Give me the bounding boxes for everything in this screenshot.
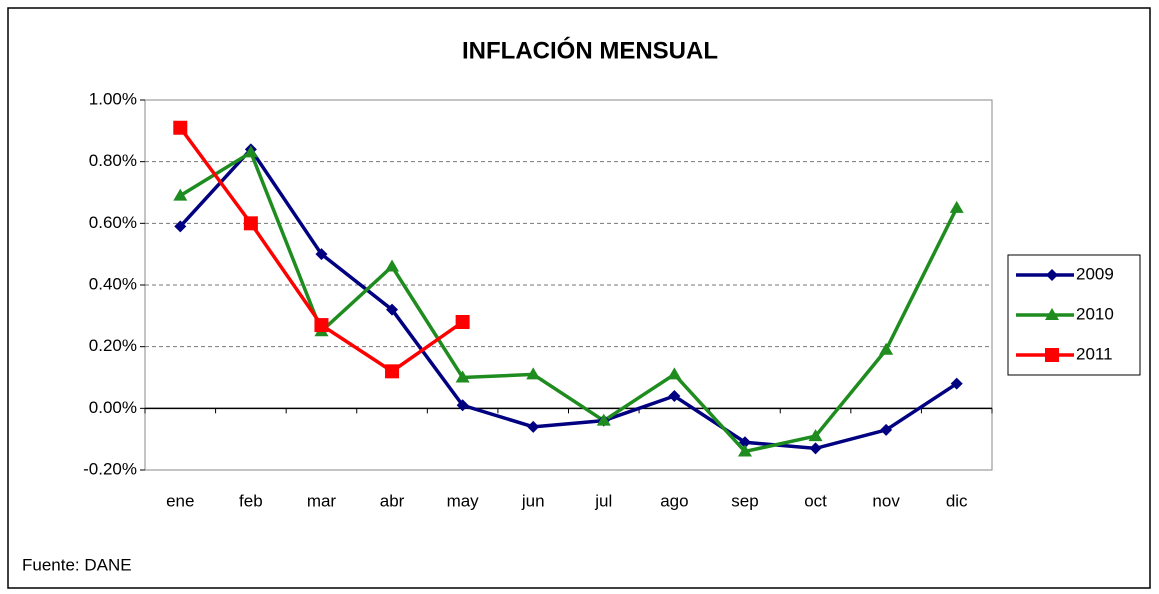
point-marker — [243, 216, 258, 231]
x-tick-label: mar — [307, 491, 337, 510]
y-tick-label: 1.00% — [89, 89, 137, 108]
legend-marker — [1046, 269, 1058, 281]
legend-label: 2011 — [1076, 344, 1113, 363]
point-marker — [456, 399, 469, 412]
point-marker — [667, 367, 682, 380]
series-line — [179, 149, 959, 454]
point-marker — [315, 248, 328, 261]
point-marker — [949, 200, 964, 213]
point-marker — [596, 413, 611, 426]
legend-marker — [1045, 348, 1059, 362]
point-marker — [173, 188, 188, 201]
point-marker — [455, 315, 470, 329]
point-marker — [668, 390, 681, 402]
legend-label: 2010 — [1076, 304, 1114, 323]
y-tick-label: 0.20% — [89, 336, 137, 355]
point-marker — [880, 423, 893, 436]
point-marker — [314, 318, 329, 333]
x-tick-label: sep — [731, 491, 758, 510]
x-tick-label: dic — [946, 491, 968, 510]
point-marker — [809, 442, 822, 455]
legend-label: 2009 — [1076, 264, 1114, 283]
y-tick-label: 0.80% — [89, 151, 137, 170]
x-tick-label: ago — [660, 491, 688, 510]
series-line — [179, 146, 958, 451]
y-tick-label: 0.40% — [89, 274, 137, 293]
point-marker — [950, 377, 963, 390]
x-tick-label: abr — [380, 491, 405, 510]
point-marker — [526, 367, 541, 380]
x-tick-label: feb — [239, 491, 263, 510]
y-tick-label: 0.00% — [89, 398, 137, 417]
point-marker — [174, 220, 187, 233]
source-note: Fuente: DANE — [22, 555, 132, 574]
y-tick-label: 0.60% — [89, 213, 137, 232]
point-marker — [455, 370, 470, 383]
point-marker — [173, 120, 188, 135]
x-tick-label: ene — [166, 491, 194, 510]
point-marker — [879, 342, 894, 355]
x-tick-label: jul — [594, 491, 612, 510]
point-marker — [808, 429, 823, 442]
x-tick-label: nov — [872, 491, 900, 510]
point-marker — [243, 145, 258, 158]
legend-marker — [1045, 308, 1059, 320]
point-marker — [738, 436, 751, 449]
x-tick-label: jun — [521, 491, 545, 510]
y-tick-label: -0.20% — [83, 459, 137, 478]
chart-title: INFLACIÓN MENSUAL — [462, 36, 718, 64]
point-marker — [386, 303, 399, 316]
point-marker — [737, 444, 752, 457]
x-tick-label: oct — [804, 491, 827, 510]
x-tick-label: may — [447, 491, 480, 510]
point-marker — [385, 364, 400, 379]
point-marker — [385, 259, 400, 272]
point-marker — [527, 420, 540, 433]
